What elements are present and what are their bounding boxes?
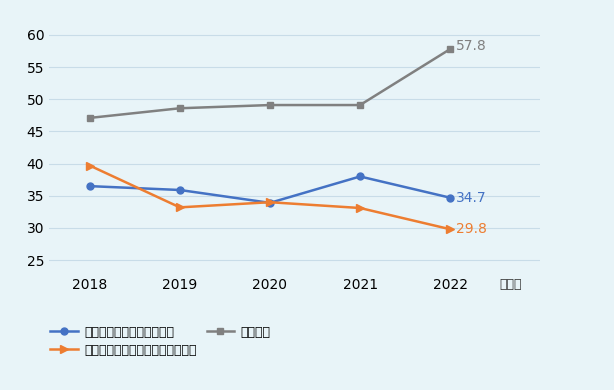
Legend: 生産機能（高付加価値品）, 生産機能〔汎用（はんよう）品〕, 販売機能: 生産機能（高付加価値品）, 生産機能〔汎用（はんよう）品〕, 販売機能 — [50, 326, 270, 356]
生産機能（高付加価値品） — [86, 184, 93, 188]
販売機能 — [446, 47, 454, 51]
Line: 販売機能: 販売機能 — [86, 46, 454, 121]
Text: （年）: （年） — [500, 278, 523, 291]
生産機能（高付加価値品） — [446, 195, 454, 200]
販売機能 — [86, 115, 93, 120]
Text: 29.8: 29.8 — [456, 222, 486, 236]
生産機能〔汎用（はんよう）品〕 — [446, 227, 454, 232]
Text: 57.8: 57.8 — [456, 39, 486, 53]
生産機能〔汎用（はんよう）品〕 — [266, 200, 274, 204]
販売機能 — [176, 106, 184, 111]
生産機能〔汎用（はんよう）品〕 — [356, 206, 363, 210]
生産機能（高付加価値品） — [356, 174, 363, 179]
Line: 生産機能（高付加価値品）: 生産機能（高付加価値品） — [86, 173, 454, 206]
生産機能〔汎用（はんよう）品〕 — [176, 205, 184, 210]
販売機能 — [356, 103, 363, 107]
Text: 34.7: 34.7 — [456, 191, 486, 205]
生産機能〔汎用（はんよう）品〕 — [86, 163, 93, 168]
生産機能（高付加価値品） — [266, 200, 274, 205]
Line: 生産機能〔汎用（はんよう）品〕: 生産機能〔汎用（はんよう）品〕 — [85, 161, 454, 233]
生産機能（高付加価値品） — [176, 188, 184, 192]
販売機能 — [266, 103, 274, 107]
